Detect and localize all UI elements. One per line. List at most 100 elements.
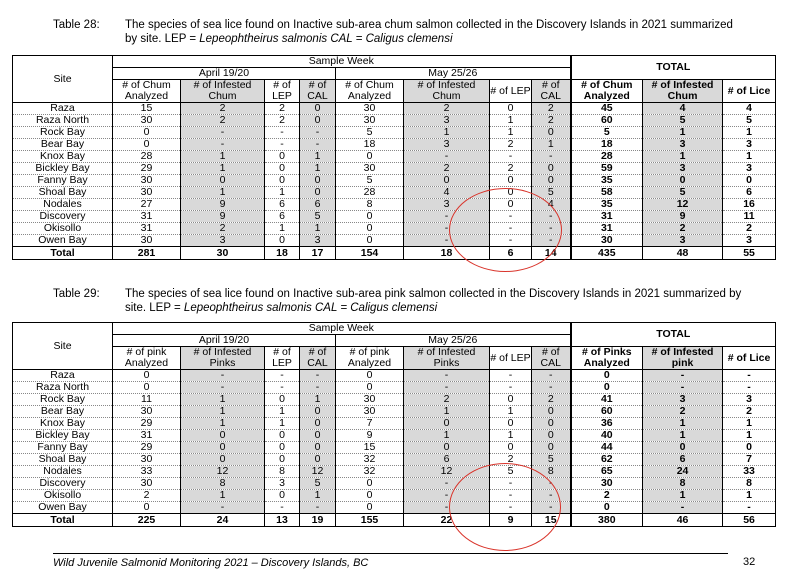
w1-analyzed-cell: 33 [112, 465, 181, 478]
site-cell: Nodales [12, 198, 113, 211]
total-infested-cell: 2 [642, 222, 724, 235]
w1-infested-header: # of Infested Pinks [180, 346, 265, 370]
total-infested-cell: 24 [642, 465, 724, 478]
table-row: Nodales 27 9 6 6 8 3 0 4 35 12 16 [12, 198, 777, 211]
total-infested-cell: 4 [642, 102, 724, 115]
w2-infested-cell: - [403, 381, 490, 394]
w1-cal-cell: 17 [299, 246, 336, 260]
w1-cal-cell: 1 [299, 150, 336, 163]
table-29-caption-line1: The species of sea lice found on Inactiv… [125, 288, 742, 300]
w1-infested-cell: - [180, 501, 265, 514]
w2-lep-cell: 0 [489, 393, 532, 406]
w1-lep-cell: - [264, 381, 300, 394]
total-header: TOTAL [569, 322, 777, 347]
total-lice-cell: 0 [722, 174, 777, 187]
w2-infested-cell: 22 [403, 513, 490, 527]
total-infested-cell: 46 [642, 513, 724, 527]
w2-lep-cell: 2 [489, 162, 532, 175]
w1-analyzed-cell: 0 [112, 369, 181, 382]
total-lice-cell: 1 [722, 126, 777, 139]
total-infested-cell: 5 [642, 186, 724, 199]
w1-lep-cell: 13 [264, 513, 300, 527]
total-analyzed-cell: 5 [569, 126, 644, 139]
total-analyzed-cell: 0 [569, 501, 644, 514]
site-cell: Owen Bay [12, 501, 113, 514]
w2-analyzed-cell: 18 [335, 138, 404, 151]
week1-header: April 19/20 [112, 334, 336, 347]
w2-cal-cell: - [530, 234, 572, 247]
page-number: 32 [743, 556, 756, 568]
w2-infested-cell: 3 [403, 138, 490, 151]
w2-cal-cell: 0 [530, 174, 572, 187]
total-lice-cell: 56 [722, 513, 777, 527]
w2-analyzed-cell: 15 [335, 441, 404, 454]
table-row: Nodales 33 12 8 12 32 12 5 8 65 24 33 [12, 465, 777, 478]
total-analyzed-cell: 28 [569, 150, 644, 163]
w2-analyzed-cell: 30 [335, 102, 404, 115]
week2-header: May 25/26 [334, 67, 572, 80]
total-lice-cell: - [722, 369, 777, 382]
w2-infested-cell: 4 [403, 186, 490, 199]
site-cell: Bickley Bay [12, 162, 113, 175]
w1-lep-cell: - [264, 126, 300, 139]
w1-lep-header: # of LEP [264, 346, 300, 370]
w2-analyzed-cell: 32 [335, 465, 404, 478]
total-infested-cell: 3 [642, 138, 724, 151]
table-row: Knox Bay 28 1 0 1 0- - -28 1 1 [12, 150, 777, 163]
table-row: Discovery 30 8 3 5 0- - -30 8 8 [12, 477, 777, 490]
table-28-number: Table 28: [53, 19, 100, 31]
w1-analyzed-cell: 28 [112, 150, 181, 163]
site-cell: Raza North [12, 114, 113, 127]
w2-cal-cell: - [530, 222, 572, 235]
w2-infested-cell: 18 [403, 246, 490, 260]
table-row: Raza 15 2 2 0 30 2 0 2 45 4 4 [12, 102, 777, 115]
w1-cal-cell: 19 [299, 513, 336, 527]
w2-cal-cell: 2 [530, 393, 572, 406]
total-analyzed-cell: 30 [569, 477, 644, 490]
site-cell: Rock Bay [12, 393, 113, 406]
w2-cal-header: # of CAL [530, 79, 572, 103]
table-29-number: Table 29: [53, 288, 100, 300]
total-lice-header: # of Lice [722, 79, 777, 103]
w2-infested-cell: - [403, 477, 490, 490]
total-analyzed-cell: 35 [569, 174, 644, 187]
w2-cal-cell: 8 [530, 465, 572, 478]
w2-analyzed-cell: 0 [335, 501, 404, 514]
w2-cal-cell: 2 [530, 102, 572, 115]
sample-week-header: Sample Week [111, 55, 572, 68]
w2-lep-cell: 1 [489, 429, 532, 442]
total-infested-cell: 3 [642, 234, 724, 247]
w2-cal-cell: 0 [530, 441, 572, 454]
total-analyzed-cell: 65 [569, 465, 644, 478]
site-cell: Owen Bay [12, 234, 113, 247]
w2-cal-cell: - [530, 477, 572, 490]
w1-lep-cell: 18 [264, 246, 300, 260]
site-cell: Raza [12, 102, 113, 115]
w1-infested-cell: 1 [180, 150, 265, 163]
w2-infested-cell: 1 [403, 429, 490, 442]
w2-infested-header: # of Infested Pinks [403, 346, 490, 370]
w1-analyzed-cell: 31 [112, 210, 181, 223]
total-analyzed-cell: 60 [569, 114, 644, 127]
table-row: Owen Bay 0- - -0- - -0- - [12, 501, 777, 514]
w1-cal-cell: 0 [299, 417, 336, 430]
total-lice-cell: 7 [722, 453, 777, 466]
w2-cal-cell: 2 [530, 114, 572, 127]
total-lice-cell: 6 [722, 186, 777, 199]
w1-cal-header: # of CAL [299, 346, 336, 370]
total-row: Total 281 30 18 17 154 18 6 14 435 48 55 [12, 246, 777, 260]
w2-cal-cell: - [530, 369, 572, 382]
w1-analyzed-cell: 2 [112, 489, 181, 502]
w1-analyzed-cell: 281 [112, 246, 181, 260]
w1-lep-cell: 6 [264, 198, 300, 211]
table-28-body: Raza 15 2 2 0 30 2 0 2 45 4 4 Raza North 30 2 2 0 30 3 1 2 60… [12, 102, 777, 260]
total-lice-cell: 1 [722, 489, 777, 502]
total-lice-cell: 16 [722, 198, 777, 211]
total-analyzed-cell: 30 [569, 234, 644, 247]
total-analyzed-cell: 435 [569, 246, 644, 260]
w2-infested-cell: 1 [403, 405, 490, 418]
total-analyzed-cell: 40 [569, 429, 644, 442]
table-row: Raza North 30 2 2 0 30 3 1 2 60 5 5 [12, 114, 777, 127]
table-row: Bear Bay 30 1 1 0 30 1 1 0 60 2 2 [12, 405, 777, 418]
table-row: Discovery 31 9 6 5 0- - -31 9 11 [12, 210, 777, 223]
